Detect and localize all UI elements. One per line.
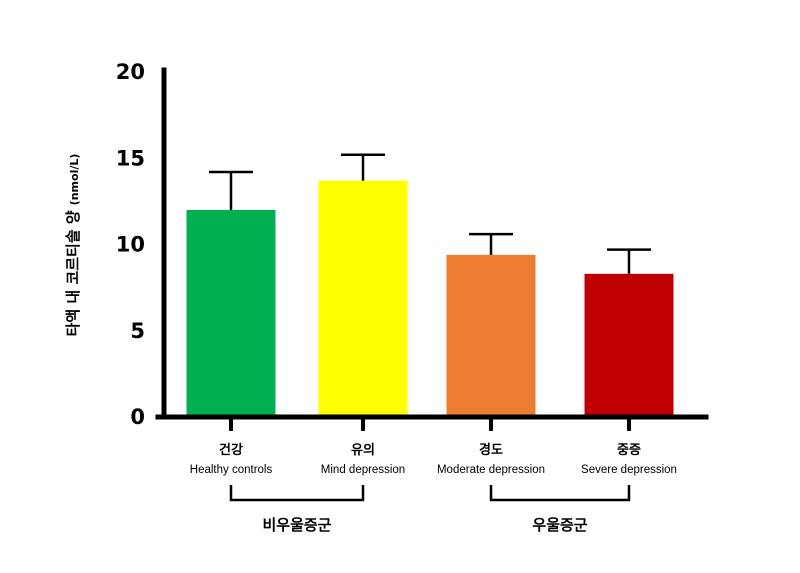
y-tick-label-0: 0 [130, 405, 145, 429]
category-label-4: 중증 [617, 443, 641, 458]
category-label-2: 유의 [351, 442, 375, 458]
svg-text:타액 내 코르티솔 양(nmol/L): 타액 내 코르티솔 양 (nmol/L) [64, 154, 82, 337]
y-axis-title-main: 타액 내 코르티솔 양 [64, 210, 82, 336]
bar-2 [318, 180, 408, 417]
y-axis-title-unit: (nmol/L) [68, 154, 81, 206]
group-bracket-1 [229, 485, 365, 502]
bar-3 [446, 254, 536, 417]
category-label-en-1: Healthy controls [190, 464, 273, 476]
y-tick-label-15: 15 [116, 146, 145, 170]
category-label-3: 경도 [479, 442, 503, 458]
category-label-en-2: Mind depression [321, 464, 405, 476]
bar-1 [186, 210, 276, 417]
group-label-1: 비우울증군 [262, 516, 331, 534]
group-bracket-2 [489, 485, 631, 502]
category-label-1: 건강 [219, 442, 243, 458]
category-label-en-3: Moderate depression [437, 464, 545, 476]
y-tick-label-5: 5 [130, 319, 145, 343]
y-axis-title: 타액 내 코르티솔 양 (nmol/L) [64, 154, 82, 337]
y-tick-label-10: 10 [116, 233, 145, 257]
y-tick-label-20: 20 [116, 60, 145, 84]
bar-4 [584, 273, 674, 417]
category-label-en-4: Severe depression [581, 464, 677, 476]
group-label-2: 우울증군 [532, 516, 587, 534]
